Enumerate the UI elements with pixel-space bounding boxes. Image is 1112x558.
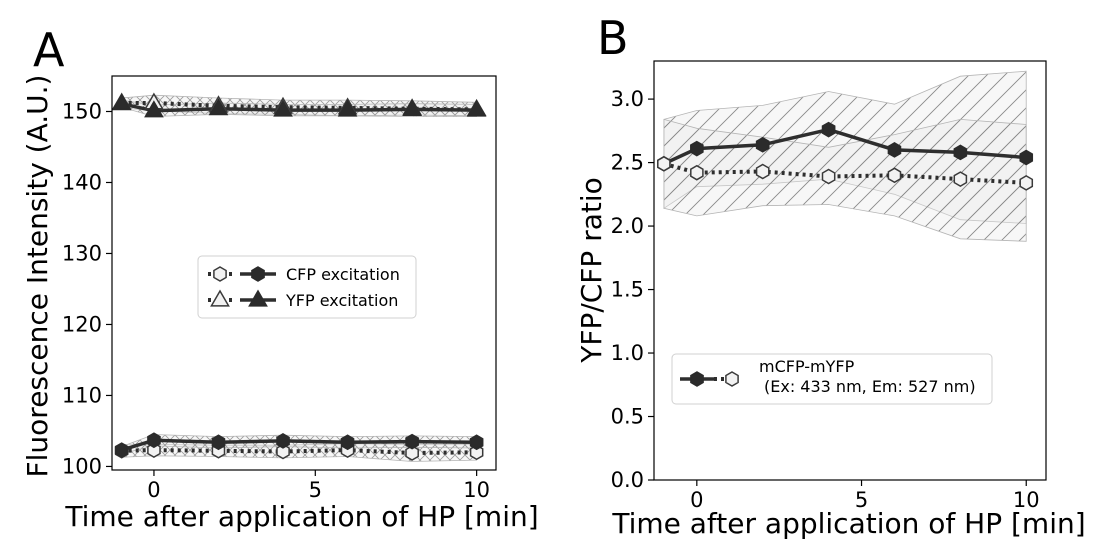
data-point-s0-6: [469, 444, 484, 461]
data-point-s1-6: [1019, 175, 1034, 191]
legend-box: [671, 353, 993, 405]
data-point-s0-1: [147, 442, 161, 458]
data-point-s0-1: [690, 140, 704, 157]
panel-b-bands: [663, 70, 1027, 242]
data-point-s0-4: [887, 142, 902, 158]
y-tick-label: 110: [62, 383, 102, 407]
legend-marker-open: [725, 371, 739, 387]
data-point-s0-3: [276, 443, 290, 460]
panel-b-x-axis-label: Time after application of HP [min]: [611, 507, 1085, 540]
panel-a: A 0 5 10 100 110 120 130 140 150 Time after app…: [21, 23, 539, 533]
legend-label-line2: (Ex: 433 nm, Em: 527 nm): [764, 377, 976, 396]
data-point-s1-0: [657, 155, 671, 172]
y-tick-label: 1.0: [611, 341, 644, 365]
legend-entry-yfp: YFP excitation: [208, 289, 398, 310]
legend-entry-cfp: CFP excitation: [208, 265, 400, 284]
data-point-s0-5: [405, 445, 419, 461]
legend-marker-filled: [248, 289, 268, 307]
data-point-s3-4: [337, 99, 358, 117]
data-point-s0-5: [953, 144, 968, 161]
data-point-s1-2: [755, 163, 770, 180]
panel-a-y-axis-label: Fluorescence Intensity (A.U.): [21, 75, 54, 478]
panel-b-x-ticks: 0 5 10: [690, 480, 1040, 512]
panel-b-legend: mCFP-mYFP (Ex: 433 nm, Em: 527 nm): [671, 353, 993, 405]
panel-b-y-ticks: 0.0 0.5 1.0 1.5 2.0 2.5 3.0: [611, 87, 654, 492]
panel-a-letter: A: [33, 23, 65, 77]
legend-marker-open: [210, 289, 230, 307]
panel-a-markers: [111, 92, 487, 461]
y-tick-label: 1.5: [611, 278, 644, 302]
data-point-s3-6: [466, 99, 487, 117]
x-tick-label: 0: [147, 478, 160, 502]
legend-label-cfp: CFP excitation: [286, 265, 400, 284]
panel-b-markers: [657, 121, 1034, 191]
y-tick-label: 150: [62, 99, 102, 123]
data-point-s0-3: [821, 121, 836, 138]
data-point-s1-1: [690, 164, 704, 181]
legend-marker-filled: [251, 266, 265, 282]
data-point-s1-4: [887, 167, 902, 184]
y-tick-label: 0.5: [611, 405, 644, 429]
data-point-s1-5: [405, 433, 419, 450]
panel-b: B 0 5 10 0.0 0.5 1.0 1.5 2.0 2.5 3.0 Time after …: [575, 11, 1086, 540]
legend-marker-open: [213, 266, 227, 282]
y-tick-label: 130: [62, 241, 102, 265]
data-point-s3-1: [144, 100, 164, 118]
panel-b-y-axis-label: YFP/CFP ratio: [575, 177, 608, 364]
y-tick-label: 140: [62, 170, 102, 194]
data-point-s3-5: [402, 98, 423, 116]
legend-label-line1: mCFP-mYFP: [759, 357, 855, 376]
panel-a-x-axis-label: Time after application of HP [min]: [64, 500, 538, 533]
x-tick-label: 10: [463, 478, 490, 502]
data-point-s1-6: [469, 434, 484, 451]
data-point-s1-1: [147, 432, 161, 449]
data-point-s1-2: [211, 434, 226, 451]
y-tick-label: 2.5: [611, 151, 644, 175]
y-tick-label: 3.0: [611, 87, 644, 111]
data-point-s1-3: [821, 168, 836, 185]
panel-b-letter: B: [597, 11, 629, 65]
y-tick-label: 0.0: [611, 468, 644, 492]
panel-a-x-ticks: 0 5 10: [147, 470, 490, 502]
data-point-s1-3: [276, 433, 290, 449]
panel-a-bands: [121, 94, 478, 462]
panel-a-axes-frame: [111, 75, 497, 471]
data-point-s3-0: [111, 93, 132, 111]
data-point-s1-5: [953, 171, 968, 187]
panel-b-axes-frame: [653, 60, 1047, 481]
y-tick-label: 2.0: [611, 214, 644, 238]
data-point-s3-3: [273, 99, 293, 117]
data-point-s1-0: [114, 442, 129, 458]
panel-a-legend: CFP excitation YFP excitation: [197, 255, 417, 319]
data-point-s1-4: [340, 434, 355, 451]
panel-a-y-ticks: 100 110 120 130 140 150: [62, 99, 112, 478]
x-tick-label: 10: [1013, 488, 1040, 512]
legend-entry-mcfp-myfp: mCFP-mYFP (Ex: 433 nm, Em: 527 nm): [680, 357, 976, 396]
data-point-s3-2: [208, 98, 229, 116]
y-tick-label: 100: [62, 454, 102, 478]
y-tick-label: 120: [62, 312, 102, 336]
x-tick-label: 5: [309, 478, 322, 502]
data-point-s0-2: [755, 136, 770, 153]
legend-label-yfp: YFP excitation: [285, 291, 398, 310]
data-point-s0-6: [1019, 149, 1034, 166]
legend-marker-filled: [690, 371, 704, 387]
x-tick-label: 0: [690, 488, 703, 512]
x-tick-label: 5: [855, 488, 868, 512]
